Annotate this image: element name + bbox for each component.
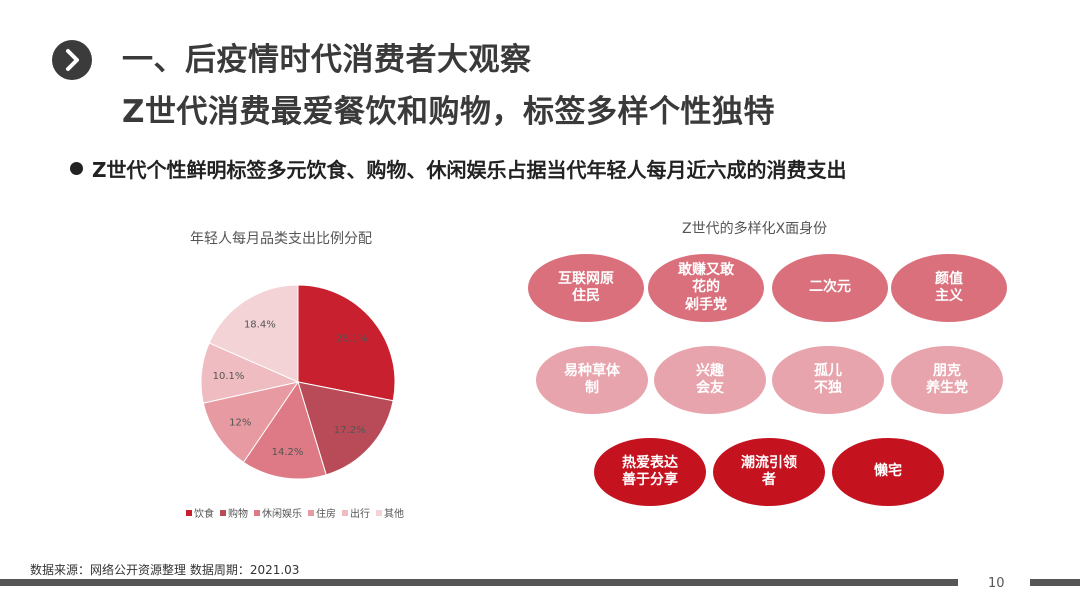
- pie-slice-饮食: [297, 284, 396, 402]
- pie-slice-休闲娱乐: [242, 380, 327, 480]
- identities-title: Z世代的多样化X面身份: [682, 221, 828, 237]
- legend-label: 住房: [316, 509, 336, 520]
- legend-item: 休闲娱乐: [254, 505, 302, 520]
- legend-item: 购物: [220, 505, 248, 520]
- chart-title: 年轻人每月品类支出比例分配: [190, 231, 372, 247]
- identity-tag-label: 敢赚又敢 花的 剁手党: [678, 261, 734, 313]
- legend-item: 其他: [376, 505, 404, 520]
- legend-swatch: [186, 509, 192, 516]
- footer-bar: [0, 579, 958, 586]
- identity-tag: 敢赚又敢 花的 剁手党: [648, 254, 764, 322]
- chevron-right-icon: [52, 40, 92, 80]
- page-number: 10: [988, 576, 1005, 591]
- legend-label: 其他: [384, 509, 404, 520]
- legend-item: 住房: [308, 505, 336, 520]
- legend-item: 饮食: [186, 505, 214, 520]
- slide-title-line2: Z世代消费最爱餐饮和购物，标签多样个性独特: [122, 94, 775, 130]
- bullet-dot-icon: [70, 162, 83, 175]
- pie-label: 10.1%: [213, 371, 245, 382]
- legend-item: 出行: [342, 505, 370, 520]
- slide-title-line1: 一、后疫情时代消费者大观察: [122, 42, 532, 78]
- pie-label: 28.1%: [336, 334, 368, 345]
- identity-tag: 孤儿 不独: [772, 346, 884, 414]
- identity-tag-label: 潮流引领 者: [741, 454, 797, 489]
- pie-slice-其他: [208, 284, 299, 383]
- identity-tag-label: 颜值 主义: [935, 270, 963, 305]
- chart-legend: 饮食 购物 休闲娱乐 住房 出行 其他: [186, 505, 404, 520]
- identity-tag-label: 孤儿 不独: [814, 362, 842, 397]
- legend-label: 休闲娱乐: [262, 509, 302, 520]
- pie-label: 12%: [229, 417, 251, 428]
- pie-label: 14.2%: [272, 447, 304, 458]
- identity-tag-label: 懒宅: [874, 463, 902, 480]
- identity-tag: 兴趣 会友: [654, 346, 766, 414]
- pie-slice-购物: [297, 381, 394, 476]
- identity-tag: 易种草体 制: [536, 346, 648, 414]
- footer-bar-right: [1030, 579, 1080, 586]
- pie-chart: 28.1% 17.2% 14.2% 12% 10.1% 18.4%: [200, 284, 396, 480]
- legend-label: 出行: [350, 509, 370, 520]
- identity-tag-label: 二次元: [809, 279, 851, 296]
- legend-swatch: [254, 509, 260, 516]
- bullet-text: Z世代个性鲜明标签多元饮食、购物、休闲娱乐占据当代年轻人每月近六成的消费支出: [92, 158, 847, 182]
- legend-swatch: [220, 509, 226, 516]
- identity-tag: 互联网原 住民: [528, 254, 644, 322]
- identity-tag: 朋克 养生党: [891, 346, 1003, 414]
- identity-tag-label: 朋克 养生党: [926, 362, 968, 397]
- identity-tag: 颜值 主义: [891, 254, 1007, 322]
- legend-label: 购物: [228, 509, 248, 520]
- identity-tag-label: 互联网原 住民: [558, 270, 614, 305]
- pie-label: 17.2%: [334, 425, 366, 436]
- identity-tag-label: 易种草体 制: [564, 362, 620, 397]
- legend-swatch: [308, 509, 314, 516]
- identity-tag: 潮流引领 者: [713, 438, 825, 506]
- identity-tag: 热爱表达 善于分享: [594, 438, 706, 506]
- identity-tag: 懒宅: [832, 438, 944, 506]
- identity-tag: 二次元: [772, 254, 888, 322]
- pie-label: 18.4%: [244, 320, 276, 331]
- legend-swatch: [342, 509, 348, 516]
- pie-slice-住房: [202, 381, 300, 463]
- legend-label: 饮食: [194, 509, 214, 520]
- data-source: 数据来源：网络公开资源整理 数据周期：2021.03: [30, 563, 300, 577]
- identity-tag-label: 兴趣 会友: [696, 362, 724, 397]
- identity-tag-label: 热爱表达 善于分享: [622, 454, 678, 489]
- legend-swatch: [376, 509, 382, 516]
